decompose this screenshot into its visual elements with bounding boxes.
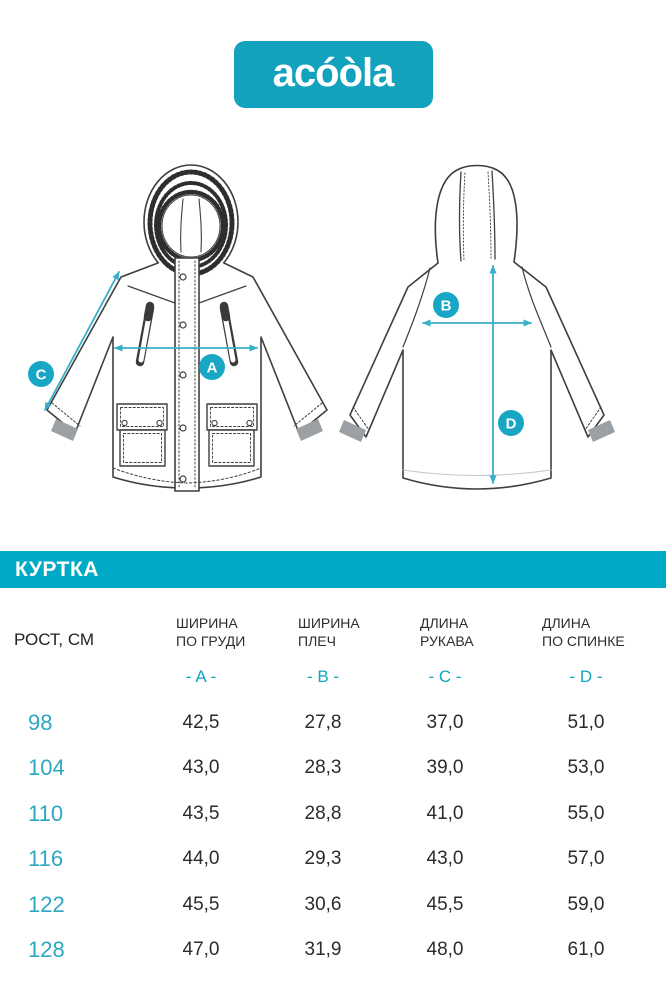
table-row: 116 44,0 29,3 43,0 57,0 (0, 837, 666, 883)
measurement-value: 57,0 (567, 848, 605, 870)
yoke-seams (127, 285, 247, 304)
back-cuffs (339, 406, 615, 442)
column-letter-row: - A - - B - - C - - D - (0, 650, 666, 687)
measurement-value: 61,0 (567, 939, 605, 961)
front-placket (174, 257, 200, 492)
placket-buttons (179, 273, 187, 483)
row-size-label: 104 (28, 755, 65, 781)
measurement-value: 45,5 (426, 893, 464, 915)
table-row: 128 47,0 31,9 48,0 61,0 (0, 928, 666, 974)
measure-c-badge: C (28, 361, 54, 387)
brand-logo: acóòla (233, 41, 433, 108)
brand-logo-area: acóòla (0, 0, 666, 108)
back-body-outline (349, 261, 605, 490)
back-armhole-seams (402, 266, 552, 348)
table-row: 110 43,5 28,8 41,0 55,0 (0, 791, 666, 837)
row-size-label: 128 (28, 937, 65, 963)
measurement-value: 43,0 (182, 757, 220, 779)
table-row: 104 43,0 28,3 39,0 53,0 (0, 746, 666, 792)
back-hem-line (402, 469, 552, 476)
jacket-back-view: B D (339, 164, 615, 490)
measurement-value: 41,0 (426, 802, 464, 824)
measure-b-badge: B (433, 292, 459, 318)
measurement-value: 59,0 (567, 893, 605, 915)
measurement-value: 28,3 (304, 757, 342, 779)
measure-c-letter: C (36, 367, 47, 384)
column-header-sleeve: ДЛИНА РУКАВА (420, 615, 474, 649)
column-header-chest: ШИРИНА ПО ГРУДИ (176, 615, 246, 649)
measure-a-badge: A (199, 354, 225, 380)
measure-d-badge: D (498, 410, 524, 436)
column-header-height: РОСТ, СМ (14, 630, 95, 649)
measurement-value: 30,6 (304, 893, 342, 915)
jacket-front-view: C A (28, 164, 328, 492)
back-body-fill (350, 262, 604, 489)
measurement-value: 39,0 (426, 757, 464, 779)
measurement-value: 55,0 (567, 802, 605, 824)
drawcords (135, 301, 239, 367)
measurement-value: 43,5 (182, 802, 220, 824)
measure-d-letter: D (506, 416, 517, 433)
measurement-value: 43,0 (426, 848, 464, 870)
measure-c-arrow (44, 271, 120, 411)
patch-pockets (116, 403, 258, 467)
measurement-value: 45,5 (182, 893, 220, 915)
measurement-value: 27,8 (304, 711, 342, 733)
column-letter-b: - B - (306, 667, 340, 686)
measurement-value: 37,0 (426, 711, 464, 733)
measurement-value: 42,5 (182, 711, 220, 733)
row-size-label: 98 (28, 709, 53, 735)
column-header-back: ДЛИНА ПО СПИНКЕ (542, 615, 625, 649)
measurement-value: 28,8 (304, 802, 342, 824)
column-header-shoulder: ШИРИНА ПЛЕЧ (298, 615, 360, 649)
measure-a-letter: A (207, 360, 218, 377)
row-size-label: 116 (28, 846, 64, 872)
measurement-value: 31,9 (304, 939, 342, 961)
table-row: 98 42,5 27,8 37,0 51,0 (0, 700, 666, 746)
hem-stitch (112, 467, 262, 484)
hood-inner-seams (180, 198, 202, 253)
column-letter-c: - C - (428, 667, 462, 686)
row-size-label: 122 (28, 891, 65, 917)
measurement-value: 29,3 (304, 848, 342, 870)
measurement-value: 44,0 (182, 848, 220, 870)
jacket-measurement-diagram: C A (28, 164, 615, 492)
back-hood-fill (435, 165, 518, 263)
size-table: РОСТ, СМ ШИРИНА ПО ГРУДИ ШИРИНА ПЛЕЧ ДЛИ… (0, 588, 666, 973)
product-title: КУРТКА (15, 557, 99, 581)
back-hood-seams (458, 170, 496, 262)
measurement-value: 51,0 (567, 711, 605, 733)
back-hood-outline (434, 164, 518, 264)
measurement-value: 48,0 (426, 939, 464, 961)
size-table-header: РОСТ, СМ ШИРИНА ПО ГРУДИ ШИРИНА ПЛЕЧ ДЛИ… (0, 588, 666, 650)
table-row: 122 45,5 30,6 45,5 59,0 (0, 882, 666, 928)
column-letter-d: - D - (569, 667, 603, 686)
product-title-banner: КУРТКА (0, 551, 666, 588)
front-cuffs (51, 402, 323, 441)
size-table-body: 98 42,5 27,8 37,0 51,0 104 43,0 28,3 39,0 53,0 110… (0, 700, 666, 973)
measurement-value: 53,0 (567, 757, 605, 779)
measurement-value: 47,0 (182, 939, 220, 961)
row-size-label: 110 (28, 800, 64, 826)
column-letter-a: - A - (185, 667, 217, 686)
measure-b-letter: B (441, 298, 452, 315)
